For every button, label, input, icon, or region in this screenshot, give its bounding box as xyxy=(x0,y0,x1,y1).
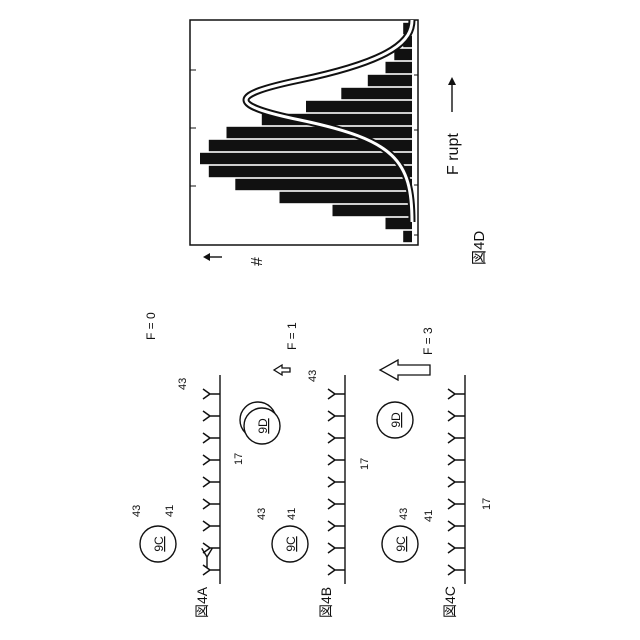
receptor xyxy=(203,499,220,509)
histogram-bar xyxy=(368,75,412,86)
y-axis-arrowhead xyxy=(203,253,210,261)
ref-43: 43 xyxy=(131,505,143,517)
histogram-bar xyxy=(386,218,413,229)
receptor xyxy=(203,411,220,421)
particle-label: 9D xyxy=(389,412,403,428)
histogram-bar xyxy=(200,153,412,164)
ref-43: 43 xyxy=(177,378,189,390)
ref-43: 43 xyxy=(307,370,319,382)
histogram-bar xyxy=(235,179,412,190)
force-arrow xyxy=(380,360,430,380)
y-axis-label: # xyxy=(249,257,266,266)
force-label: F = 3 xyxy=(421,327,435,355)
x-axis-label: F rupt xyxy=(445,133,462,175)
receptor xyxy=(448,543,465,553)
panel-4c: 9C 9D 43 41 17 F = 3 図4C xyxy=(377,327,493,618)
figure-label-4a: 図4A xyxy=(194,586,210,618)
force-label: F = 0 xyxy=(144,312,158,340)
receptor xyxy=(203,543,220,553)
force-arrow xyxy=(274,365,290,375)
receptor xyxy=(448,455,465,465)
particle-label: 9D xyxy=(256,418,270,434)
receptor xyxy=(328,499,345,509)
ref-41: 41 xyxy=(423,510,435,522)
receptor xyxy=(448,565,465,575)
ref-17: 17 xyxy=(359,458,371,470)
histogram-bar xyxy=(209,166,412,177)
receptor xyxy=(328,433,345,443)
receptor xyxy=(328,411,345,421)
panel-4a: 9C 9D 43 41 17 43 F = 0 図4A xyxy=(131,312,276,618)
ref-41: 41 xyxy=(164,505,176,517)
receptor xyxy=(203,565,220,575)
receptor xyxy=(448,521,465,531)
receptor xyxy=(448,499,465,509)
receptor xyxy=(203,477,220,487)
receptor xyxy=(328,389,345,399)
x-axis-arrowhead xyxy=(448,77,456,85)
receptor xyxy=(203,433,220,443)
histogram-bar xyxy=(227,127,413,138)
panel-4b: 9C 9D 43 41 17 43 F = 1 図4B xyxy=(244,322,371,618)
receptor xyxy=(203,389,220,399)
panel-4d: F rupt # 図4D xyxy=(190,20,488,266)
receptor xyxy=(328,543,345,553)
figure-label-4d: 図4D xyxy=(471,231,488,265)
receptor xyxy=(328,521,345,531)
ref-17: 17 xyxy=(481,498,493,510)
histogram-bar xyxy=(306,101,412,112)
receptor xyxy=(448,411,465,421)
receptor xyxy=(328,565,345,575)
histogram-bar xyxy=(280,192,413,203)
particle-label: 9C xyxy=(284,536,298,552)
figure-label-4b: 図4B xyxy=(318,587,334,618)
receptor xyxy=(448,477,465,487)
ref-17: 17 xyxy=(233,453,245,465)
receptor xyxy=(448,433,465,443)
ref-43: 43 xyxy=(256,508,268,520)
histogram-bar xyxy=(341,88,412,99)
receptor xyxy=(203,521,220,531)
force-label: F = 1 xyxy=(285,322,299,350)
particle-label: 9C xyxy=(394,536,408,552)
receptor xyxy=(328,455,345,465)
receptor xyxy=(203,455,220,465)
histogram-bar xyxy=(403,231,412,242)
ref-43: 43 xyxy=(398,508,410,520)
particle-label: 9C xyxy=(152,536,166,552)
histogram-bar xyxy=(333,205,413,216)
receptor xyxy=(448,389,465,399)
receptor xyxy=(328,477,345,487)
histogram-bar xyxy=(386,62,413,73)
figure-label-4c: 図4C xyxy=(442,586,458,618)
ref-41: 41 xyxy=(286,508,298,520)
